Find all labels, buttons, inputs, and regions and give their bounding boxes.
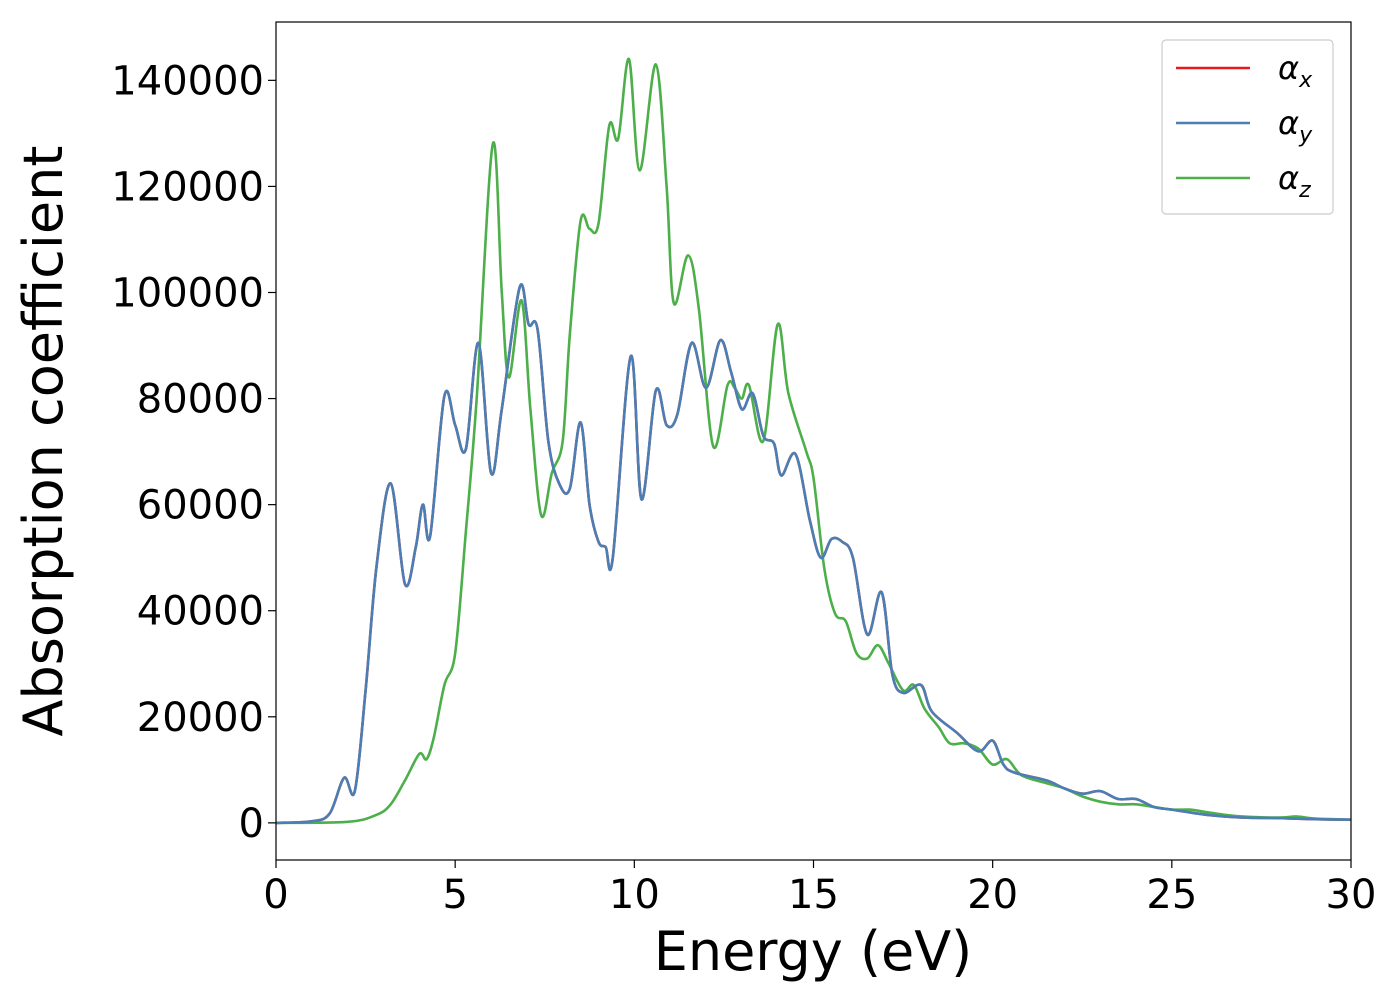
- legend-frame: [1161, 39, 1334, 215]
- x-tick-label: 10: [609, 872, 660, 918]
- x-axis-title: Energy (eV): [654, 920, 973, 983]
- series-layer: [276, 57, 1351, 825]
- legend-items: αx αy αz: [1176, 49, 1313, 203]
- y-axis-title: Absorption coefficient: [12, 146, 75, 737]
- x-tick-label: 0: [263, 872, 288, 918]
- x-axis: 0 5 10 15 20 25 30: [263, 860, 1376, 918]
- x-tick-label: 30: [1326, 872, 1377, 918]
- series-line-y: [276, 283, 1351, 825]
- series-line-x: [276, 283, 1351, 825]
- y-tick-label: 100000: [111, 270, 264, 316]
- y-tick-label: 60000: [137, 483, 264, 529]
- y-tick-label: 80000: [137, 377, 264, 423]
- legend-label-x: αx: [1278, 49, 1313, 93]
- y-axis: 0 20000 40000 60000 80000 100000 120000 140000: [111, 58, 276, 847]
- x-tick-label: 20: [967, 872, 1018, 918]
- y-tick-label: 140000: [111, 58, 264, 104]
- legend-label-z: αz: [1278, 159, 1311, 203]
- y-tick-label: 0: [239, 801, 264, 847]
- y-tick-label: 120000: [111, 164, 264, 210]
- legend-label-y: αy: [1278, 104, 1313, 148]
- y-tick-label: 40000: [137, 589, 264, 635]
- x-tick-label: 5: [442, 872, 467, 918]
- y-tick-label: 20000: [137, 695, 264, 741]
- x-tick-label: 15: [788, 872, 839, 918]
- legend: αx αy αz: [1161, 39, 1334, 215]
- x-tick-label: 25: [1146, 872, 1197, 918]
